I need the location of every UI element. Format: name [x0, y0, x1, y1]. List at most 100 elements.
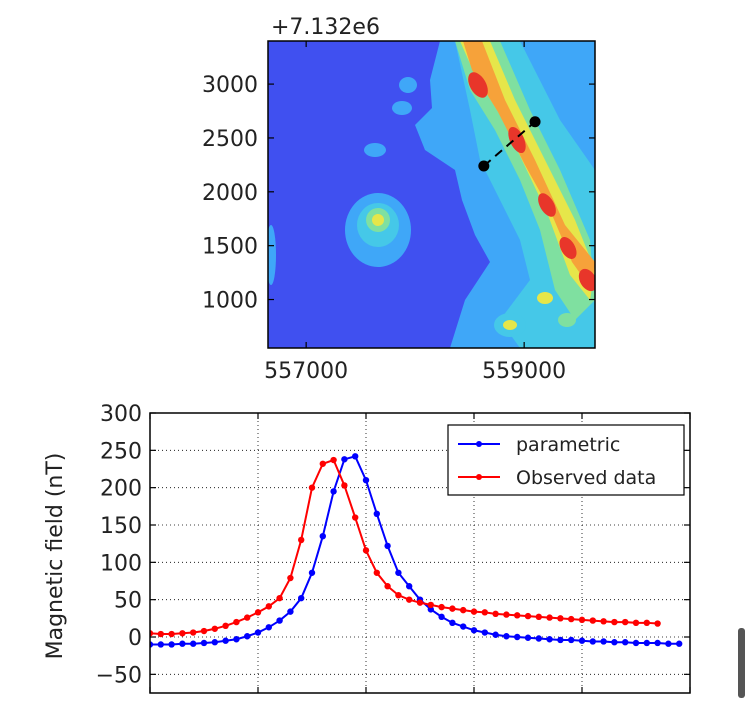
- heatmap-y-tick-label: 3000: [202, 73, 258, 98]
- series-parametric-point: [481, 629, 488, 636]
- series-parametric-point: [535, 635, 542, 642]
- legend-entry-observed: Observed data: [458, 467, 656, 489]
- series-observed-point: [298, 536, 305, 544]
- legend: parametric Observed data: [447, 424, 685, 496]
- series-observed-point: [438, 603, 445, 611]
- series-parametric-point: [600, 638, 607, 645]
- series-observed-point: [406, 596, 413, 603]
- series-parametric-point: [287, 608, 294, 615]
- series-parametric-point: [492, 631, 499, 638]
- series-parametric-point: [211, 639, 218, 646]
- heatmap-y-tick-label: 1500: [202, 235, 258, 260]
- series-observed-point: [643, 619, 650, 627]
- series-parametric-point: [373, 510, 380, 517]
- series-parametric-point: [265, 624, 272, 631]
- series-observed-point: [233, 618, 240, 626]
- series-parametric-point: [298, 594, 305, 602]
- line-plot-frame: [149, 412, 691, 694]
- series-parametric-point: [352, 453, 359, 460]
- legend-box: [447, 424, 685, 496]
- series-observed-point: [492, 610, 499, 618]
- series-observed-point: [416, 599, 424, 606]
- series-observed-point: [287, 574, 294, 582]
- line-ticks: −50 0 50 100 150 200 250 300: [96, 402, 691, 693]
- series-parametric-point: [611, 639, 618, 646]
- series-parametric-point: [514, 633, 521, 641]
- y-tick-label: 0: [128, 626, 142, 651]
- series-parametric-point: [524, 634, 532, 641]
- series-observed-point: [568, 615, 575, 623]
- heatmap-panel: 557000 559000 1000 1500 2000 2500 3000 +7.132e…: [202, 15, 596, 384]
- series-observed-point: [330, 456, 337, 464]
- heatmap-ticks: 557000 559000 1000 1500 2000 2500 3000: [202, 41, 595, 384]
- heatmap-x-tick-label: 559000: [482, 359, 566, 384]
- series-observed-point: [244, 614, 251, 621]
- series-observed-point: [150, 630, 154, 637]
- legend-label-parametric: parametric: [516, 434, 620, 456]
- series-observed-point: [190, 629, 197, 636]
- series-parametric-point: [632, 639, 640, 647]
- series-observed-point: [308, 484, 316, 491]
- series-parametric-point: [643, 639, 650, 647]
- series-parametric-point: [150, 641, 154, 648]
- series-parametric-point: [233, 636, 240, 643]
- y-tick-label: 300: [100, 402, 142, 427]
- series-observed-point: [632, 619, 640, 627]
- series-observed-point: [319, 460, 326, 467]
- series-parametric-point: [578, 637, 586, 644]
- legend-entry-parametric: parametric: [458, 434, 620, 456]
- series-parametric-point: [622, 639, 629, 646]
- legend-label-observed: Observed data: [516, 467, 656, 489]
- series-parametric-point: [190, 640, 197, 647]
- line-panel: −50 0 50 100 150 200 250 300 Magnetic field (nT…: [43, 402, 691, 694]
- scrollbar-thumb[interactable]: [738, 628, 745, 698]
- series-observed-point: [481, 609, 488, 616]
- series-parametric-point: [222, 637, 229, 644]
- series-observed-point: [449, 605, 456, 612]
- series-observed-point: [395, 591, 402, 599]
- series-parametric-point: [341, 456, 348, 463]
- series-parametric-point: [395, 569, 402, 576]
- series-parametric-point: [319, 533, 326, 540]
- series-parametric-point: [276, 617, 283, 624]
- series-parametric-point: [330, 488, 337, 495]
- series-observed-point: [557, 615, 564, 622]
- series-parametric-point: [589, 638, 596, 645]
- series-parametric-point: [503, 633, 510, 640]
- series-observed-point: [254, 609, 262, 616]
- series-parametric-point: [254, 629, 262, 636]
- series-parametric-point: [427, 606, 434, 613]
- series-parametric-point: [308, 569, 316, 576]
- series-parametric-point: [244, 633, 251, 640]
- series-observed-point: [352, 514, 359, 521]
- series-parametric-point: [362, 477, 370, 484]
- series-observed-point: [265, 603, 272, 610]
- series-observed-point: [622, 618, 629, 626]
- heatmap-offset-label: +7.132e6: [271, 15, 380, 40]
- y-tick-label: 50: [114, 589, 142, 614]
- series-observed-point: [157, 630, 164, 638]
- series-observed-point: [179, 630, 186, 637]
- series-observed-point: [362, 547, 370, 554]
- series-observed-point: [503, 611, 510, 618]
- series-observed-point: [200, 627, 208, 635]
- series-observed-point: [546, 614, 553, 621]
- series-parametric-point: [179, 640, 186, 647]
- series-parametric-point: [168, 641, 175, 648]
- line-series: [150, 453, 683, 648]
- series-observed-point: [514, 612, 521, 619]
- series-parametric-point: [449, 619, 456, 627]
- profile-line: [478, 116, 541, 172]
- profile-line-segment: [483, 121, 536, 167]
- y-axis-label: Magnetic field (nT): [43, 453, 68, 660]
- series-parametric-point: [676, 640, 683, 647]
- series-parametric-point: [384, 542, 391, 550]
- series-parametric-point: [460, 623, 467, 630]
- heatmap-field: [268, 41, 595, 348]
- series-observed-point: [427, 601, 434, 609]
- series-parametric-point: [157, 641, 164, 648]
- series-observed-point: [524, 612, 532, 620]
- series-observed-point: [600, 618, 607, 625]
- series-observed-point: [222, 622, 229, 629]
